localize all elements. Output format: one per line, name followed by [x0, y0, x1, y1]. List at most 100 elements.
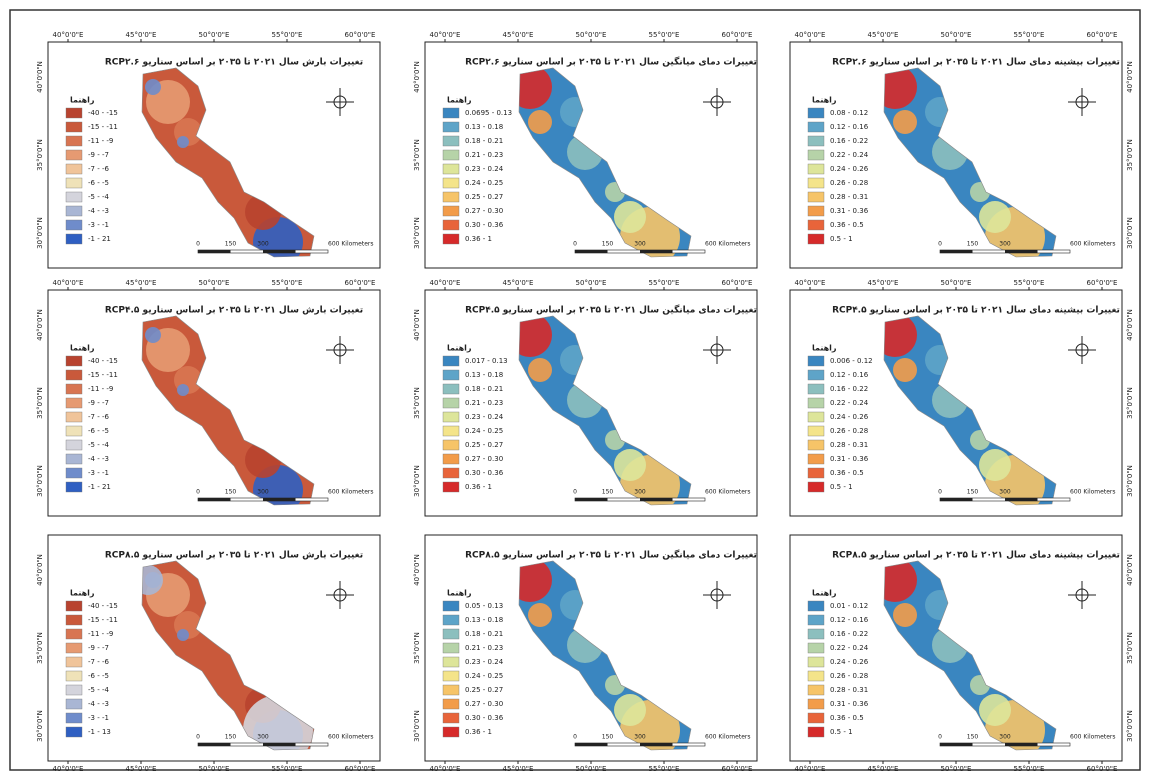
- map-panel: 40°0'0"E45°0'0"E50°0'0"E55°0'0"E60°0'0"E…: [36, 279, 380, 516]
- legend-label: 0.25 - 0.27: [465, 686, 503, 694]
- legend-swatch: [66, 440, 82, 450]
- x-coord-label: 40°0'0"E: [795, 765, 826, 773]
- scale-label: 300: [257, 241, 269, 248]
- legend-swatch: [443, 178, 459, 188]
- legend-label: 0.25 - 0.27: [465, 441, 503, 449]
- scale-label: 0: [573, 734, 577, 741]
- y-coord-label: 30°0'0"N: [1126, 217, 1134, 249]
- legend-label: -3 - -1: [88, 469, 109, 477]
- y-coord-label: 35°0'0"N: [413, 139, 421, 171]
- legend-swatch: [808, 108, 824, 118]
- legend-swatch: [66, 713, 82, 723]
- legend-swatch: [443, 122, 459, 132]
- scale-label: 600 Kilometers: [328, 241, 373, 248]
- legend-label: -15 - -11: [88, 371, 118, 379]
- scale-label: 600 Kilometers: [705, 489, 750, 496]
- legend-label: 0.22 - 0.24: [830, 399, 869, 407]
- legend-swatch: [808, 384, 824, 394]
- y-coord-label: 40°0'0"N: [36, 61, 44, 93]
- x-coord-label: 60°0'0"E: [345, 765, 376, 773]
- scale-label: 300: [999, 241, 1011, 248]
- legend-label: -40 - -15: [88, 602, 118, 610]
- x-coord-label: 40°0'0"E: [430, 31, 461, 39]
- legend-label: 0.01 - 0.12: [830, 602, 868, 610]
- scale-label: 300: [634, 489, 646, 496]
- scale-label: 300: [634, 241, 646, 248]
- y-coord-label: 35°0'0"N: [1126, 632, 1134, 664]
- legend-swatch: [808, 713, 824, 723]
- legend-label: 0.12 - 0.16: [830, 616, 869, 624]
- legend-label: -4 - -3: [88, 455, 109, 463]
- legend-label: 0.21 - 0.23: [465, 151, 503, 159]
- x-coord-label: 50°0'0"E: [576, 765, 607, 773]
- y-coord-label: 40°0'0"N: [1126, 309, 1134, 341]
- legend-swatch: [66, 192, 82, 202]
- y-coord-label: 40°0'0"N: [36, 554, 44, 586]
- scale-label: 0: [196, 489, 200, 496]
- x-coord-label: 55°0'0"E: [1014, 765, 1045, 773]
- legend-swatch: [808, 671, 824, 681]
- legend-swatch: [443, 356, 459, 366]
- legend-label: 0.18 - 0.21: [465, 137, 503, 145]
- legend-swatch: [443, 629, 459, 639]
- x-coord-label: 55°0'0"E: [1014, 279, 1045, 287]
- legend-swatch: [66, 370, 82, 380]
- legend-label: -7 - -6: [88, 658, 109, 666]
- scale-label: 600 Kilometers: [1070, 489, 1115, 496]
- x-coord-label: 55°0'0"E: [272, 279, 303, 287]
- legend-swatch: [443, 643, 459, 653]
- legend-swatch: [66, 601, 82, 611]
- legend-swatch: [808, 440, 824, 450]
- legend-label: 0.5 - 1: [830, 235, 853, 243]
- legend-label: 0.12 - 0.16: [830, 371, 869, 379]
- x-coord-label: 55°0'0"E: [649, 31, 680, 39]
- scale-label: 600 Kilometers: [1070, 241, 1115, 248]
- panel-title: تغییرات بیشینه دمای سال ۲۰۲۱ تا ۲۰۳۵ بر …: [832, 551, 1120, 561]
- y-coord-label: 30°0'0"N: [36, 217, 44, 249]
- x-coord-label: 55°0'0"E: [649, 765, 680, 773]
- panel-title: تغییرات بیشینه دمای سال ۲۰۲۱ تا ۲۰۳۵ بر …: [832, 58, 1120, 68]
- scale-label: 0: [938, 241, 942, 248]
- y-coord-label: 30°0'0"N: [36, 465, 44, 497]
- legend-swatch: [66, 643, 82, 653]
- legend-swatch: [66, 482, 82, 492]
- x-coord-label: 50°0'0"E: [199, 31, 230, 39]
- legend-swatch: [808, 468, 824, 478]
- legend-label: -4 - -3: [88, 700, 109, 708]
- x-coord-label: 40°0'0"E: [430, 279, 461, 287]
- legend-label: 0.24 - 0.25: [465, 179, 503, 187]
- legend-label: 0.30 - 0.36: [465, 469, 504, 477]
- panel-title: تغییرات بارش سال ۲۰۲۱ تا ۲۰۳۵ بر اساس سن…: [105, 306, 363, 316]
- legend-label: 0.31 - 0.36: [830, 455, 869, 463]
- legend-swatch: [443, 136, 459, 146]
- scale-bar-fill: [1005, 498, 1038, 501]
- legend-label: 0.26 - 0.28: [830, 672, 868, 680]
- legend-label: 0.22 - 0.24: [830, 151, 869, 159]
- legend-swatch: [443, 108, 459, 118]
- legend-label: 0.21 - 0.23: [465, 399, 503, 407]
- legend-swatch: [808, 356, 824, 366]
- scale-label: 0: [196, 241, 200, 248]
- legend-swatch: [443, 426, 459, 436]
- legend-label: -40 - -15: [88, 357, 118, 365]
- legend-swatch: [443, 454, 459, 464]
- legend-label: -6 - -5: [88, 427, 109, 435]
- zone: [893, 110, 917, 134]
- x-coord-label: 60°0'0"E: [722, 31, 753, 39]
- legend-swatch: [808, 234, 824, 244]
- legend-label: 0.28 - 0.31: [830, 686, 868, 694]
- legend-title: راهنما: [812, 344, 837, 353]
- scale-bar-fill: [640, 498, 673, 501]
- legend-swatch: [66, 699, 82, 709]
- legend-label: 0.017 - 0.13: [465, 357, 508, 365]
- legend-swatch: [808, 164, 824, 174]
- legend-swatch: [808, 643, 824, 653]
- legend-swatch: [808, 122, 824, 132]
- y-coord-label: 40°0'0"N: [1126, 61, 1134, 93]
- legend-swatch: [808, 685, 824, 695]
- legend-label: 0.12 - 0.16: [830, 123, 869, 131]
- legend-swatch: [66, 426, 82, 436]
- legend-label: 0.08 - 0.12: [830, 109, 868, 117]
- legend-label: -40 - -15: [88, 109, 118, 117]
